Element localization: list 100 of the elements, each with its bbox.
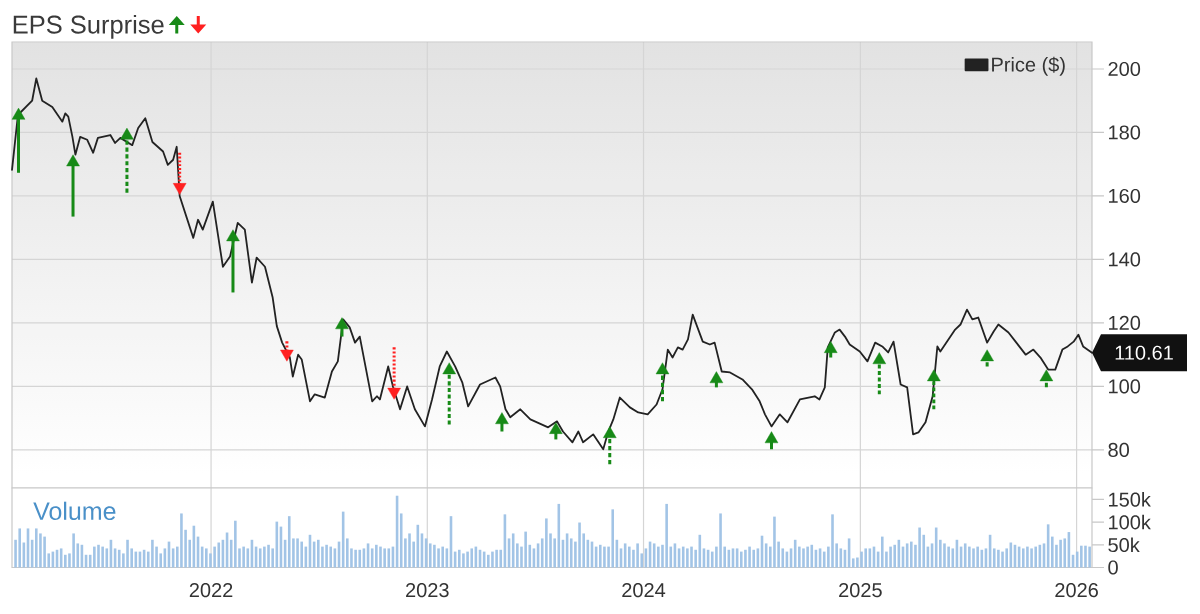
bar: [963, 543, 967, 568]
bar: [375, 544, 378, 568]
bar: [1034, 546, 1038, 568]
bar: [972, 548, 975, 568]
bar: [968, 546, 971, 568]
bar: [462, 553, 465, 568]
bar: [105, 548, 109, 568]
y-tick-label: 140: [1109, 252, 1141, 267]
bar: [744, 549, 747, 568]
bar: [263, 546, 266, 568]
bar: [992, 548, 996, 568]
point: [1039, 369, 1054, 382]
bar: [598, 544, 602, 568]
bar: [487, 554, 490, 568]
x-tick-label: 2025: [839, 583, 882, 598]
bar: [72, 533, 75, 568]
bar: [864, 548, 867, 568]
bar: [694, 549, 697, 568]
bar: [752, 549, 756, 568]
bar: [408, 533, 411, 568]
point: [764, 431, 779, 444]
bar: [325, 544, 328, 568]
point: [280, 349, 294, 362]
bar: [205, 548, 208, 568]
point: [927, 369, 941, 382]
bar: [851, 558, 855, 568]
bar: [939, 539, 942, 568]
bar: [611, 509, 615, 568]
y-tick-label: 80: [1108, 442, 1129, 457]
point: [442, 362, 456, 375]
bar: [947, 546, 950, 568]
bar: [943, 543, 946, 568]
bar: [910, 541, 913, 568]
bar: [354, 549, 357, 568]
bar: [93, 546, 96, 568]
bar: [806, 546, 809, 568]
bar: [457, 549, 461, 568]
bar: [64, 554, 67, 568]
bar: [997, 549, 1000, 568]
bar: [437, 548, 440, 568]
point: [495, 412, 509, 424]
line-series: [11, 77, 1093, 451]
bar: [773, 516, 776, 568]
bar: [246, 548, 250, 568]
y-tick-label: 200: [1108, 61, 1141, 77]
bar: [383, 548, 386, 568]
bar: [860, 551, 863, 568]
y-tick-label: 100: [1109, 379, 1141, 394]
y-tick-label: 160: [1109, 188, 1141, 204]
bar: [628, 546, 631, 568]
bar: [681, 546, 685, 568]
x-tick-label: 2024: [622, 583, 666, 598]
bar: [690, 546, 693, 568]
bar: [470, 548, 474, 568]
bar: [258, 548, 262, 568]
bar: [710, 551, 714, 568]
point: [335, 317, 349, 330]
point: [655, 362, 670, 375]
bar: [18, 528, 22, 568]
y-tick-label: 50k: [1108, 537, 1140, 553]
bar: [1030, 548, 1033, 568]
bar: [242, 546, 245, 568]
bar: [880, 536, 884, 568]
bar: [578, 522, 581, 568]
bar: [719, 513, 722, 568]
y-tick-label: 120: [1109, 315, 1141, 330]
bar: [466, 551, 469, 568]
bar: [117, 549, 121, 568]
bar: [379, 546, 382, 568]
bar: [495, 549, 498, 568]
bar: [300, 541, 303, 568]
bar: [976, 546, 979, 568]
point: [66, 154, 80, 167]
bar: [545, 518, 548, 568]
bar: [329, 546, 333, 568]
bar: [1005, 548, 1008, 568]
bar: [798, 546, 801, 568]
bar: [802, 548, 805, 568]
x-tick-label: 2026: [1055, 583, 1098, 598]
point: [980, 349, 994, 362]
series-label: Volume: [33, 501, 116, 521]
bar: [918, 527, 921, 568]
bar: [43, 536, 46, 568]
bar: [1021, 548, 1025, 568]
bar: [267, 544, 270, 568]
bar: [1084, 545, 1087, 568]
legend-label: Price ($): [992, 56, 1065, 76]
point: [11, 107, 26, 120]
bar: [126, 539, 129, 568]
bar: [428, 543, 432, 568]
bar: [217, 542, 221, 568]
bar: [748, 546, 751, 568]
bar: [1080, 545, 1083, 568]
bar: [346, 538, 349, 568]
point: [226, 229, 240, 242]
point: [709, 371, 724, 384]
bar: [97, 544, 100, 568]
bar: [831, 514, 834, 568]
bar: [657, 546, 660, 568]
y-tick-label: 150k: [1109, 492, 1151, 507]
